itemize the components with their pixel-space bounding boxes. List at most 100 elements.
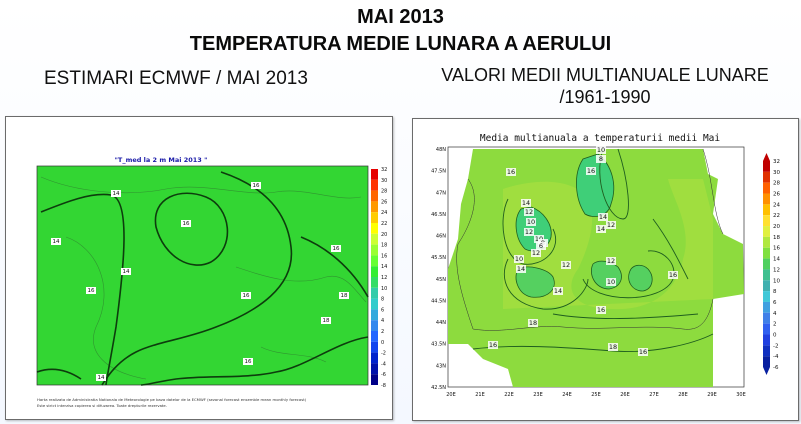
ecmwf-contour-label: 14 — [98, 375, 105, 381]
ecmwf-colorbar-swatch — [371, 287, 378, 299]
multiannual-colorbar-swatch — [763, 280, 770, 292]
ecmwf-colorbar-label: 28 — [381, 189, 387, 195]
right-caption-line2: /1961-1990 — [559, 87, 651, 107]
ecmwf-contour-label-bg — [321, 317, 331, 324]
latitude-label: 44N — [436, 320, 446, 326]
multiannual-colorbar-swatch — [763, 258, 770, 270]
longitude-label: 25E — [591, 392, 601, 398]
multiannual-contour-label: 12 — [607, 257, 615, 265]
ecmwf-field — [36, 165, 369, 386]
ecmwf-colorbar-swatch — [371, 266, 378, 277]
multiannual-colorbar-label: 26 — [773, 192, 780, 198]
multiannual-map-title: Media multianuala a temperaturii medii M… — [480, 133, 720, 144]
multiannual-contour-label-bg — [528, 319, 538, 327]
longitude-label: 30E — [736, 392, 746, 398]
multiannual-contour-label: 14 — [522, 199, 530, 207]
ecmwf-colorbar-swatch — [371, 255, 378, 267]
ecmwf-colorbar-swatch — [371, 352, 378, 364]
latitude-label: 45N — [436, 277, 446, 283]
ecmwf-map-panel: "T_med la 2 m Mai 2013 " 14 16 14 14 16 16 16 1… — [5, 116, 393, 420]
ecmwf-colorbar-swatch — [371, 298, 378, 310]
ecmwf-colorbar-label: 4 — [381, 318, 384, 324]
left-caption: ESTIMARI ECMWF / MAI 2013 — [44, 68, 308, 89]
multiannual-colorbar-label: -4 — [773, 354, 779, 360]
ecmwf-contour-label: 16 — [183, 221, 190, 227]
multiannual-contour-label: 18 — [609, 343, 617, 351]
multiannual-contour-label: 12 — [525, 228, 533, 236]
ecmwf-colorbar-swatch — [371, 320, 378, 331]
multiannual-colorbar-swatch — [763, 301, 770, 313]
multiannual-colorbar-label: -6 — [773, 365, 779, 371]
multiannual-colorbar-label: 6 — [773, 300, 777, 306]
ecmwf-colorbar-label: 14 — [381, 264, 387, 270]
multiannual-contour-labels: 1081616141210121412141086121012141210141… — [488, 146, 678, 356]
multiannual-contour-label: 16 — [597, 306, 605, 314]
multiannual-colorbar-swatch — [763, 182, 770, 194]
ecmwf-colorbar-label: -2 — [381, 351, 386, 357]
multiannual-colorbar-label: 16 — [773, 246, 780, 252]
ecmwf-colorbar-swatch — [371, 363, 378, 375]
multiannual-colorbar-top-cap — [763, 153, 770, 161]
ecmwf-contour-label-bg — [51, 238, 61, 245]
multiannual-contour-label: 16 — [489, 341, 497, 349]
ecmwf-footnote-1: Harta realizata de Administratia Nationa… — [37, 397, 307, 402]
multiannual-colorbar-label: 28 — [773, 181, 780, 187]
latitude-labels: 48N 47.5N 47N 46.5N 46N 45.5N 45N 44.5N 44N 43.5N… — [431, 147, 446, 391]
longitude-label: 26E — [620, 392, 630, 398]
longitude-label: 20E — [446, 392, 456, 398]
multiannual-contour-label: 8 — [599, 155, 603, 163]
multiannual-colorbar-swatch — [763, 204, 770, 216]
ecmwf-contour-label-bg — [331, 245, 341, 252]
longitude-label: 24E — [562, 392, 572, 398]
multiannual-colorbar-swatch — [763, 312, 770, 324]
multiannual-contour-label-bg — [608, 343, 618, 351]
ecmwf-contours — [36, 171, 369, 386]
multiannual-contour-label: 14 — [597, 225, 605, 233]
multiannual-contour-label-bg — [598, 213, 608, 221]
multiannual-colorbar-swatch — [763, 356, 770, 367]
multiannual-contour-label: 16 — [587, 167, 595, 175]
latitude-label: 46.5N — [431, 212, 446, 218]
multiannual-colorbar-label: -2 — [773, 343, 778, 349]
ecmwf-colorbar-swatch — [371, 233, 378, 245]
ecmwf-colorbar-label: 8 — [381, 297, 384, 303]
ecmwf-contour-label: 18 — [323, 318, 330, 324]
multiannual-contour-label: 12 — [525, 208, 533, 216]
multiannual-colorbar-label: 0 — [773, 332, 777, 338]
multiannual-contour-label-bg — [524, 228, 534, 236]
latitude-label: 43N — [436, 363, 446, 369]
right-caption: VALORI MEDII MULTIANUALE LUNARE /1961-19… — [420, 64, 790, 108]
latitude-label: 47.5N — [431, 169, 446, 175]
multiannual-contour-label: 16 — [507, 168, 515, 176]
ecmwf-borders — [40, 176, 367, 380]
multiannual-contour-label: 6 — [539, 242, 543, 250]
ecmwf-contour-labels: 14 16 14 14 16 16 16 16 18 18 16 14 — [51, 182, 349, 381]
multiannual-colorbar-label: 8 — [773, 289, 777, 295]
ecmwf-colorbar-swatch — [371, 331, 378, 342]
ecmwf-colorbar-label: 20 — [381, 232, 387, 238]
multiannual-colorbar-label: 20 — [773, 224, 780, 230]
ecmwf-map: "T_med la 2 m Mai 2013 " 141614141616161… — [36, 156, 387, 408]
multiannual-contour-label: 10 — [527, 218, 535, 226]
multiannual-colorbar-label: 2 — [773, 322, 777, 328]
ecmwf-colorbar-swatch — [371, 212, 378, 223]
multiannual-contour-label-bg — [506, 168, 516, 176]
longitude-label: 21E — [475, 392, 485, 398]
multiannual-contour-label-bg — [488, 341, 498, 349]
multiannual-colorbar-swatch — [763, 193, 770, 205]
multiannual-contour-label: 14 — [554, 287, 562, 295]
multiannual-contour-label-bg — [586, 167, 596, 175]
country-borders — [456, 148, 724, 331]
multiannual-contour-label: 10 — [607, 278, 615, 286]
ecmwf-contour-label-bg — [241, 292, 251, 299]
ecmwf-contour-label-bg — [181, 220, 191, 227]
latitude-label: 47N — [436, 190, 446, 196]
ecmwf-colorbar-label: 0 — [381, 340, 384, 346]
ecmwf-colorbar-label: 26 — [381, 199, 387, 205]
multiannual-colorbar-swatch — [763, 161, 770, 172]
multiannual-colorbar-swatch — [763, 236, 770, 248]
multiannual-contour-label-bg — [596, 146, 606, 154]
multiannual-map-panel: Media multianuala a temperaturii medii M… — [412, 118, 799, 421]
